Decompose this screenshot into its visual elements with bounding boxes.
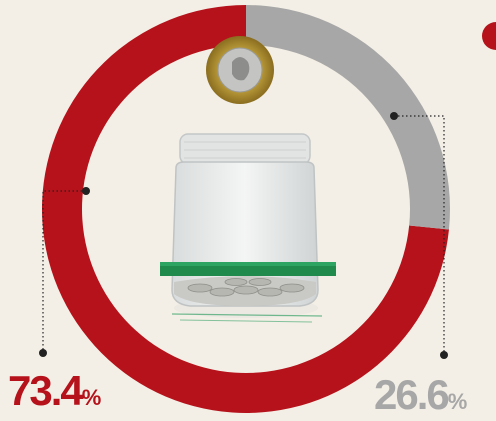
leader-line-right <box>394 115 445 355</box>
slice-label-0: 73.4% <box>8 370 101 412</box>
leader-dot-left <box>82 187 90 195</box>
leader-dot-right <box>390 112 398 120</box>
leader-dot-left-end <box>39 349 47 357</box>
slice-unit-1: % <box>447 389 468 414</box>
slice-value-1: 26.6 <box>374 371 450 418</box>
mexican-coin-icon <box>206 36 274 104</box>
glass-jar-with-coins-icon <box>160 133 336 323</box>
slice-label-1: 26.6% <box>374 374 467 416</box>
slice-unit-0: % <box>81 385 102 410</box>
cropped-red-mark <box>482 22 496 50</box>
donut-slice-1 <box>246 5 450 230</box>
slice-value-0: 73.4 <box>8 367 84 414</box>
leader-dot-right-end <box>440 351 448 359</box>
